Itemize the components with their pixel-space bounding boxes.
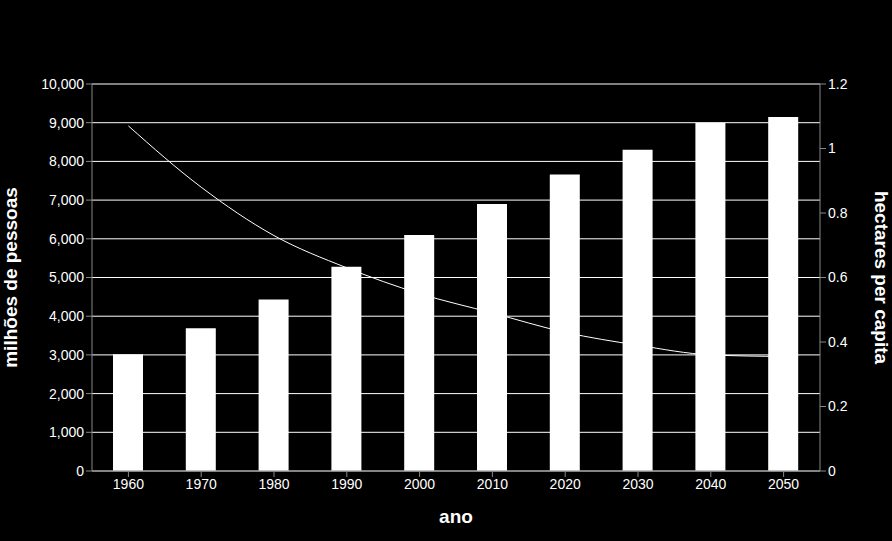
svg-text:1: 1 — [828, 140, 836, 156]
svg-text:1960: 1960 — [113, 476, 144, 492]
svg-text:1990: 1990 — [331, 476, 362, 492]
svg-text:0.4: 0.4 — [828, 334, 848, 350]
svg-text:ano: ano — [439, 506, 473, 527]
svg-text:2,000: 2,000 — [49, 386, 84, 402]
svg-text:9,000: 9,000 — [49, 115, 84, 131]
svg-text:1,000: 1,000 — [49, 424, 84, 440]
svg-text:8,000: 8,000 — [49, 153, 84, 169]
svg-text:4,000: 4,000 — [49, 308, 84, 324]
svg-text:1980: 1980 — [258, 476, 289, 492]
svg-text:2050: 2050 — [768, 476, 799, 492]
svg-text:1970: 1970 — [186, 476, 217, 492]
svg-text:3,000: 3,000 — [49, 347, 84, 363]
svg-text:2030: 2030 — [622, 476, 653, 492]
svg-text:2020: 2020 — [550, 476, 581, 492]
svg-text:0: 0 — [76, 463, 84, 479]
svg-text:5,000: 5,000 — [49, 269, 84, 285]
svg-text:6,000: 6,000 — [49, 231, 84, 247]
svg-text:0: 0 — [828, 463, 836, 479]
svg-text:2010: 2010 — [477, 476, 508, 492]
svg-text:2000: 2000 — [404, 476, 435, 492]
svg-text:7,000: 7,000 — [49, 192, 84, 208]
svg-text:10,000: 10,000 — [41, 76, 84, 92]
svg-text:0.2: 0.2 — [828, 398, 848, 414]
svg-text:hectares per capita: hectares per capita — [871, 191, 884, 365]
svg-text:2040: 2040 — [695, 476, 726, 492]
svg-text:0.6: 0.6 — [828, 269, 848, 285]
svg-text:milhões de pessoas: milhões de pessoas — [8, 187, 21, 368]
svg-text:1.2: 1.2 — [828, 76, 848, 92]
svg-text:0.8: 0.8 — [828, 205, 848, 221]
